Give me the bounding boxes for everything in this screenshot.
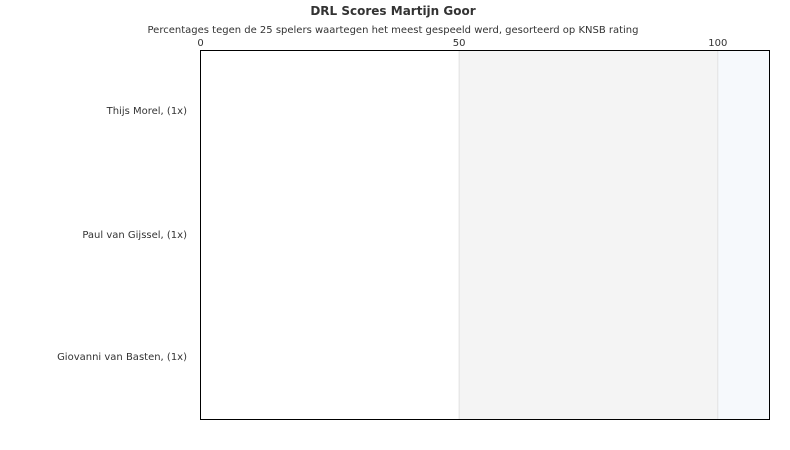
chart-title: DRL Scores Martijn Goor [310,4,476,18]
chart-subtitle: Percentages tegen de 25 spelers waartege… [147,25,639,36]
x-tick-label: 50 [453,38,466,49]
plot-border [200,50,770,420]
category-label: Paul van Gijssel, (1x) [82,230,187,241]
plot-band [459,50,718,420]
category-label: Giovanni van Basten, (1x) [57,352,187,363]
x-tick-label: 0 [197,38,203,49]
x-tick-label: 100 [708,38,727,49]
plot-band [200,50,460,420]
category-label: Thijs Morel, (1x) [106,106,187,117]
plot-band [717,50,770,420]
